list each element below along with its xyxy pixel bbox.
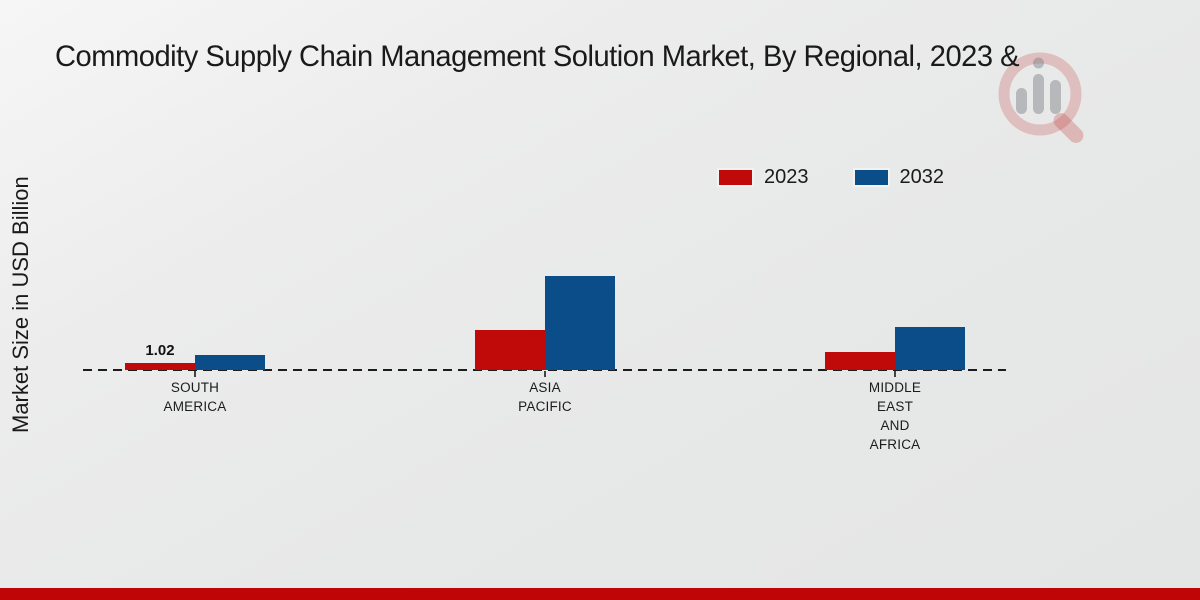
x-axis-tick (894, 371, 896, 377)
x-axis-tick (544, 371, 546, 377)
category-word: AND (880, 418, 910, 433)
legend-item-2032[interactable]: 2032 (854, 166, 945, 189)
category-word: PACIFIC (518, 399, 572, 414)
watermark-logo (995, 48, 1095, 158)
magnifier-bar-chart-icon (998, 52, 1084, 143)
legend-swatch-2023 (719, 170, 752, 185)
chart-title: Commodity Supply Chain Management Soluti… (55, 40, 1020, 73)
footer-accent-bar (0, 588, 1200, 600)
legend-item-2023[interactable]: 2023 (719, 166, 809, 189)
category-label-south-america: SOUTH AMERICA (120, 378, 270, 416)
bar-2032-asia-pacific[interactable] (545, 275, 615, 370)
legend: 2023 2032 (719, 166, 944, 189)
category-word: EAST (876, 399, 914, 414)
bar-2023-asia-pacific[interactable] (475, 330, 545, 370)
x-axis-tick (194, 371, 196, 377)
bar-2032-south-america[interactable] (195, 354, 265, 370)
category-word: SOUTH (170, 380, 220, 395)
bar-2023-middle-east-and-africa[interactable] (825, 352, 895, 370)
bar-2032-middle-east-and-africa[interactable] (895, 327, 965, 370)
category-word: AMERICA (163, 399, 227, 414)
baseline-dashed-line (83, 369, 1006, 371)
category-label-middle-east-and-africa: MIDDLE EAST AND AFRICA (820, 378, 970, 454)
category-word: AFRICA (869, 437, 921, 452)
legend-label: 2023 (764, 166, 809, 188)
bar-value-label-south-america: 1.02 (145, 342, 175, 360)
legend-swatch-2032 (854, 170, 888, 185)
category-word: ASIA (529, 380, 561, 395)
category-label-asia-pacific: ASIA PACIFIC (470, 378, 620, 416)
category-word: MIDDLE (868, 380, 922, 395)
bar-2023-south-america[interactable] (125, 363, 195, 370)
legend-label: 2032 (899, 166, 945, 188)
